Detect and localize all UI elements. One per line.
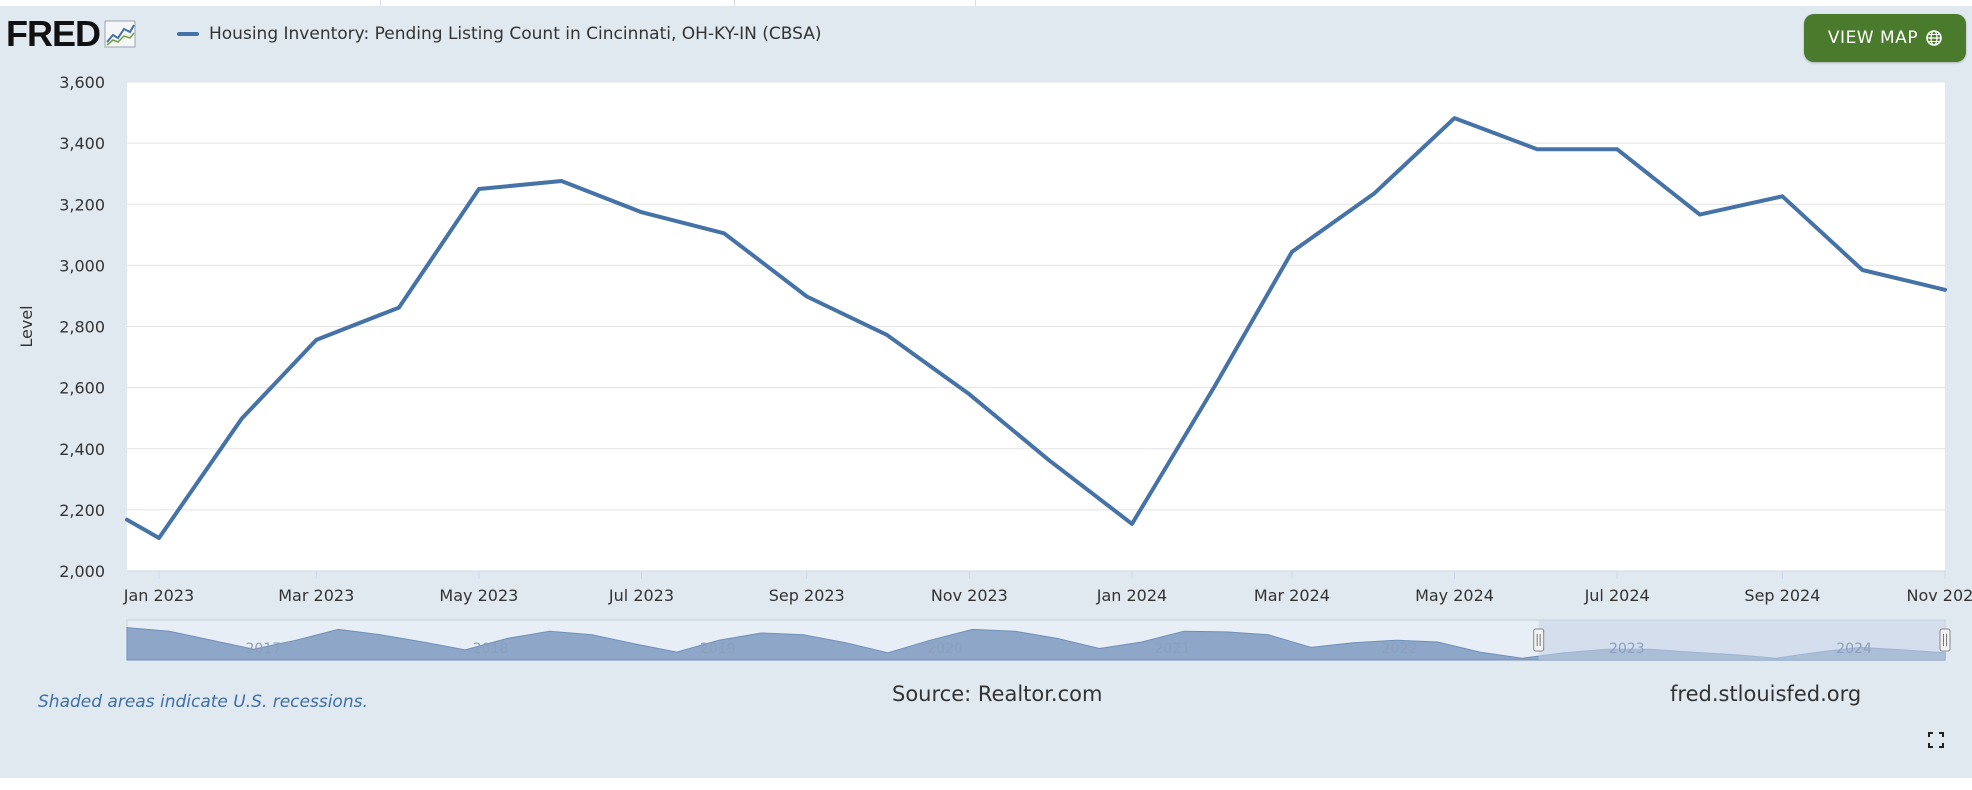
fullscreen-icon[interactable] [1928, 732, 1944, 748]
top-strip [0, 0, 1972, 6]
x-tick-label: Jul 2023 [608, 586, 674, 605]
x-tick-label: May 2023 [439, 586, 518, 605]
navigator-handle[interactable] [1533, 628, 1545, 652]
y-tick-label: 2,000 [59, 562, 105, 581]
navigator-year-label: 2020 [927, 641, 963, 657]
legend-label: Housing Inventory: Pending Listing Count… [209, 24, 822, 44]
y-tick-label: 2,600 [59, 379, 105, 398]
chart-legend: Housing Inventory: Pending Listing Count… [177, 24, 821, 44]
top-strip-divider [975, 0, 976, 6]
y-tick-label: 3,600 [59, 73, 105, 92]
top-strip-divider [380, 0, 381, 6]
navigator-year-label: 2022 [1382, 641, 1418, 657]
navigator-year-label: 2018 [473, 641, 509, 657]
x-tick-label: Nov 2024 [1906, 586, 1972, 605]
y-tick-label: 3,400 [59, 134, 105, 153]
fred-logo-text: FRED [6, 13, 101, 54]
y-tick-label: 2,400 [59, 440, 105, 459]
fred-logo[interactable]: FRED [6, 16, 136, 52]
view-map-button[interactable]: VIEW MAP [1804, 14, 1966, 62]
navigator-year-label: 2024 [1836, 641, 1872, 657]
y-axis-title: Level [17, 305, 36, 347]
x-tick-label: Mar 2024 [1254, 586, 1330, 605]
navigator-year-label: 2023 [1609, 641, 1645, 657]
globe-icon [1926, 30, 1942, 46]
navigator-year-label: 2021 [1155, 641, 1191, 657]
site-text: fred.stlouisfed.org [1670, 682, 1862, 706]
navigator-year-label: 2017 [246, 641, 282, 657]
x-tick-label: Jan 2024 [1096, 586, 1167, 605]
recession-note[interactable]: Shaded areas indicate U.S. recessions. [38, 692, 368, 712]
x-tick-label: Nov 2023 [931, 586, 1008, 605]
x-tick-label: Jul 2024 [1584, 586, 1650, 605]
y-tick-label: 3,000 [59, 256, 105, 275]
x-tick-label: Jan 2023 [123, 586, 194, 605]
x-tick-label: Mar 2023 [278, 586, 354, 605]
x-tick-label: Sep 2023 [769, 586, 845, 605]
navigator-selection [1538, 620, 1945, 660]
view-map-label: VIEW MAP [1827, 28, 1919, 48]
navigator-handle[interactable] [1939, 628, 1951, 652]
navigator-year-label: 2019 [700, 641, 736, 657]
series-line [125, 116, 1947, 540]
x-tick-label: May 2024 [1415, 586, 1494, 605]
y-tick-label: 2,800 [59, 318, 105, 337]
legend-swatch [177, 32, 199, 36]
x-tick-label: Sep 2024 [1744, 586, 1820, 605]
source-text: Source: Realtor.com [892, 682, 1103, 706]
y-tick-label: 2,200 [59, 501, 105, 520]
fred-chart-icon [104, 20, 136, 48]
top-strip-divider [734, 0, 735, 6]
y-tick-label: 3,200 [59, 195, 105, 214]
